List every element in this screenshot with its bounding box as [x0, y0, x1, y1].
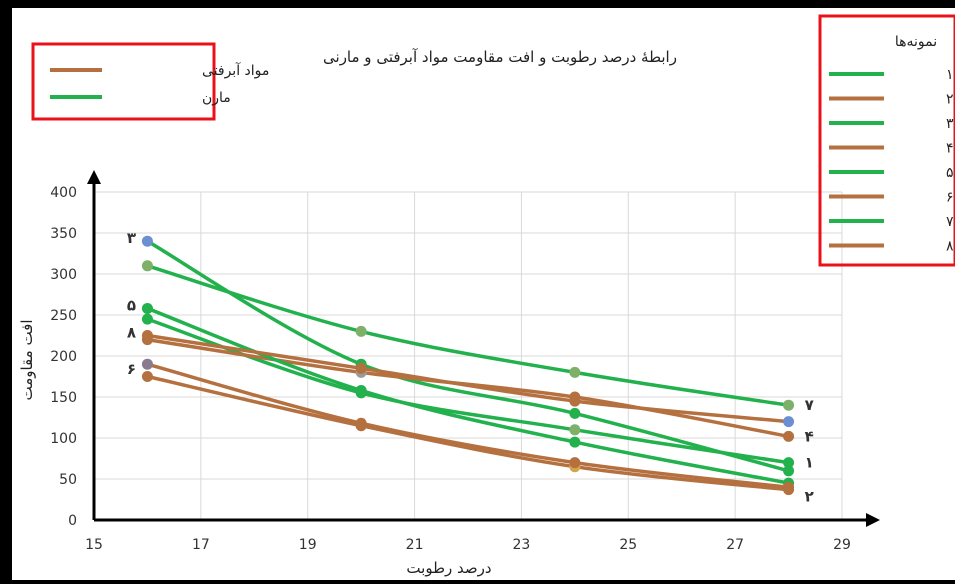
points-legend-label: نقطهٔ ۲ [946, 92, 955, 108]
x-tick-labels: 15 17 19 21 23 25 27 29 [85, 537, 851, 553]
series-7-point [569, 366, 581, 378]
points-legend-box [818, 14, 955, 267]
series-4-label: ۴ [805, 427, 814, 445]
series-3-point [141, 235, 153, 247]
series-line-8 [145, 333, 791, 424]
chart-title: رابطهٔ درصد رطوبت و افت مقاومت مواد آبرف… [323, 48, 677, 66]
x-tick-label: 27 [726, 537, 744, 553]
material-legend-box [31, 42, 216, 121]
series-7-label: ۷ [805, 396, 814, 414]
x-axis-label: درصد رطوبت [406, 559, 491, 577]
points-legend-label: نقطهٔ ۵ [946, 165, 955, 181]
points-legend-label: نقطهٔ ۳ [946, 116, 955, 132]
axes [87, 170, 880, 527]
series-line-2 [145, 374, 791, 492]
points-legend-label: نقطهٔ ۱ [946, 67, 955, 83]
material-legend: مواد آبرفتی مارن [50, 62, 269, 106]
material-legend-label: مواد آبرفتی [202, 62, 269, 79]
series-8-label: ۸ [127, 324, 136, 342]
series-line-1 [145, 317, 791, 465]
series-2-point [141, 371, 153, 382]
series-3-label: ۳ [127, 229, 136, 247]
moisture-strength-chart: 15 17 19 21 23 25 27 29 0 50 100 150 200 250 300 350 40… [18, 14, 955, 577]
series-8-point [355, 362, 367, 374]
x-tick-label: 21 [406, 537, 424, 553]
y-tick-label: 250 [50, 308, 77, 324]
points-legend-label: نقطهٔ ۷ [946, 214, 955, 230]
series-8-point [141, 330, 153, 341]
y-axis-label: افت مقاومت [18, 319, 36, 400]
y-tick-label: 350 [50, 226, 77, 242]
x-tick-label: 23 [513, 537, 531, 553]
series-line-3 [145, 239, 791, 473]
y-tick-label: 150 [50, 390, 77, 406]
material-legend-label: مارن [202, 90, 231, 106]
series-line-5 [145, 306, 791, 485]
series-lines [145, 239, 791, 492]
series-5-point [569, 436, 581, 448]
series-6-point [355, 417, 367, 429]
series-markers [141, 235, 795, 496]
y-tick-label: 50 [59, 472, 77, 488]
y-tick-label: 300 [50, 267, 77, 283]
y-tick-label: 400 [50, 185, 77, 201]
series-6-point [141, 358, 153, 370]
grid [94, 191, 843, 520]
series-line-7 [145, 264, 791, 407]
series-7-point [783, 399, 795, 411]
series-6-point [569, 457, 581, 469]
points-legend: نقطهٔ ۱ نقطهٔ ۲ نقطهٔ ۳ نقطهٔ ۴ نقطهٔ ۵ نقطهٔ… [829, 67, 955, 255]
points-legend-label: نقطهٔ ۸ [946, 239, 955, 255]
x-tick-label: 25 [619, 537, 637, 553]
series-8-point [569, 395, 581, 407]
series-7-point [355, 325, 367, 337]
series-8-point [783, 416, 795, 428]
series-5-point [355, 384, 367, 396]
y-tick-label: 200 [50, 349, 77, 365]
series-3-point [783, 465, 795, 477]
series-6-label: ۶ [127, 360, 136, 378]
y-tick-label: 0 [68, 513, 77, 529]
x-tick-label: 19 [299, 537, 317, 553]
y-axis-arrow [87, 170, 101, 184]
points-legend-label: نقطهٔ ۴ [946, 141, 955, 157]
series-5-point [141, 302, 153, 314]
x-tick-label: 29 [833, 537, 851, 553]
points-legend-label: نقطهٔ ۶ [946, 190, 955, 206]
x-axis-arrow [866, 513, 880, 527]
series-6-point [783, 481, 795, 493]
series-line-6 [145, 362, 791, 489]
series-4-point [783, 430, 795, 442]
x-tick-label: 17 [192, 537, 210, 553]
y-tick-labels: 0 50 100 150 200 250 300 350 400 [50, 185, 77, 529]
y-tick-label: 100 [50, 431, 77, 447]
series-2-label: ۲ [805, 488, 814, 506]
series-end-labels: ۱ ۲ ۳ ۴ ۵ ۶ ۷ ۸ [127, 229, 814, 505]
chart-frame: 15 17 19 21 23 25 27 29 0 50 100 150 200 250 300 350 40… [12, 8, 955, 580]
series-7-point [141, 260, 153, 272]
series-1-label: ۱ [805, 454, 814, 472]
series-5-label: ۵ [127, 296, 136, 314]
x-tick-label: 15 [85, 537, 103, 553]
series-1-point [783, 457, 795, 469]
series-1-point [141, 313, 153, 325]
points-legend-title: نمونه‌ها [895, 34, 937, 50]
series-3-point [569, 407, 581, 419]
series-1-point [569, 424, 581, 436]
